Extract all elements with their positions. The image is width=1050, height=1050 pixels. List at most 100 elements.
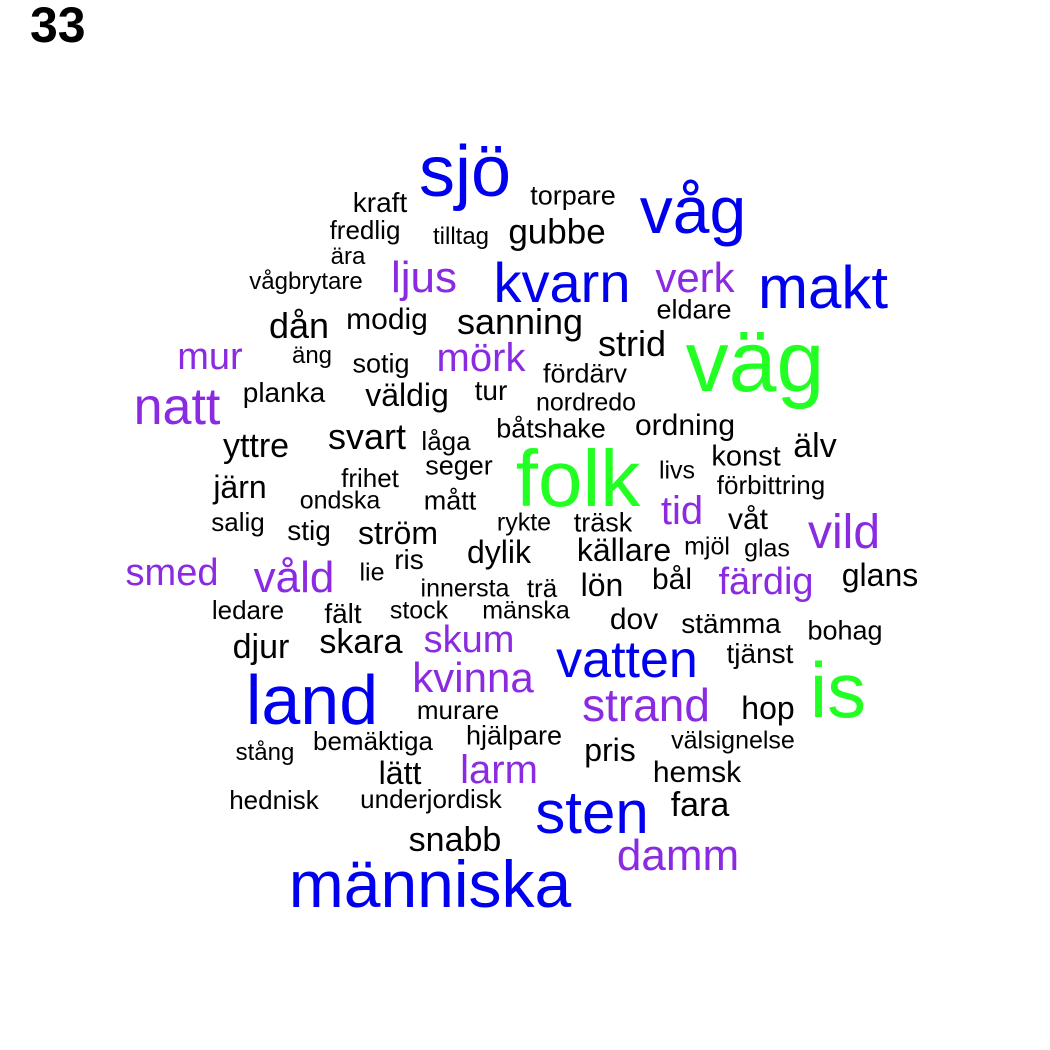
cloud-word: hjälpare [465,720,563,751]
cloud-word: rykte [496,508,552,537]
cloud-word: stämma [681,608,781,639]
cloud-word: larm [460,748,538,792]
cloud-word: tur [474,375,508,406]
cloud-word: källare [576,532,672,568]
cloud-word: ljus [390,253,458,302]
cloud-word: bemäktiga [313,726,433,756]
cloud-word: väg [685,314,825,410]
cloud-word: stång [235,739,295,766]
cloud-word: damm [616,831,740,880]
cloud-word: älv [793,427,837,465]
cloud-word: lie [359,558,385,587]
cloud-word: förbittring [716,470,826,500]
cloud-word: djur [232,628,290,666]
cloud-word: sjö [418,132,512,212]
cloud-word: livs [658,456,696,485]
cloud-word: väldig [365,377,449,413]
cloud-word: vatten [556,631,698,689]
cloud-word: skara [319,623,403,661]
cloud-word: kvinna [412,654,534,701]
cloud-word: hop [741,690,795,726]
cloud-word: vågbrytare [249,268,363,295]
cloud-word: ordning [634,409,736,442]
panel-label: 33 [30,0,86,53]
cloud-word: kvarn [493,251,631,314]
cloud-word: gubbe [508,212,606,252]
cloud-word: stock [389,596,449,625]
cloud-word: tilltag [432,223,490,250]
cloud-word: låga [421,426,471,456]
cloud-word: natt [133,378,221,436]
cloud-word: båtshake [496,413,606,444]
cloud-word: mått [423,485,477,516]
cloud-word: strid [597,323,667,364]
cloud-word: mörk [436,336,526,380]
cloud-word: våld [253,553,335,602]
cloud-word: trä [526,573,558,603]
cloud-word: verk [655,254,735,301]
cloud-word: hednisk [229,785,319,815]
cloud-word: snabb [408,821,502,859]
cloud-word: folk [515,434,641,523]
cloud-word: murare [416,695,500,725]
cloud-word: dån [268,305,330,346]
cloud-word: fredlig [329,215,401,245]
cloud-word: underjordisk [360,784,502,814]
cloud-word: sten [535,779,649,846]
cloud-word: pris [584,732,636,768]
cloud-word: innersta [420,574,510,603]
cloud-word: sotig [352,348,410,379]
cloud-word: strand [582,679,710,731]
cloud-word: färdig [718,561,814,603]
cloud-word: salig [211,507,265,537]
cloud-word: eldare [656,294,732,325]
cloud-word: välsignelse [671,726,795,755]
cloud-word: fara [670,786,730,824]
cloud-word: skum [423,619,515,661]
cloud-word: vild [807,506,881,559]
cloud-word: hemsk [652,756,742,789]
cloud-word: stig [287,515,331,546]
cloud-word: fält [324,598,362,629]
cloud-word: sanning [456,301,584,342]
cloud-word: glas [744,534,790,563]
cloud-word: tjänst [726,638,794,669]
cloud-word: ström [358,515,438,551]
cloud-word: människa [288,847,572,921]
cloud-word: frihet [341,463,399,493]
cloud-word: träsk [573,507,633,538]
cloud-word: kraft [352,187,408,218]
cloud-word: modig [346,303,428,336]
cloud-word: yttre [222,427,290,465]
cloud-word: ära [330,243,366,270]
cloud-word: ris [394,544,424,575]
cloud-word: is [809,646,867,734]
cloud-word: fördärv [542,358,628,389]
cloud-word: torpare [530,180,616,211]
cloud-word: dov [609,603,659,636]
cloud-word: våt [727,503,769,536]
cloud-word: mänska [482,596,570,625]
cloud-word: makt [757,254,889,321]
cloud-word: bohag [807,615,883,646]
cloud-word: planka [242,377,326,408]
cloud-word: lätt [378,755,422,791]
cloud-word: glans [841,557,919,593]
cloud-word: lön [580,567,624,603]
cloud-word: våg [639,173,747,247]
cloud-word: mjöl [684,532,730,561]
cloud-word: ondska [299,486,381,515]
cloud-word: mur [177,336,243,378]
cloud-word: seger [425,450,493,481]
cloud-word: bål [651,563,693,596]
cloud-word: land [245,661,379,739]
cloud-word: dylik [466,534,532,570]
cloud-word: konst [711,440,781,473]
cloud-word: äng [291,342,333,369]
cloud-word: ledare [211,595,285,625]
cloud-word: svart [327,416,407,457]
cloud-word: tid [660,489,704,533]
cloud-word: järn [213,469,267,505]
cloud-word: smed [125,552,219,594]
